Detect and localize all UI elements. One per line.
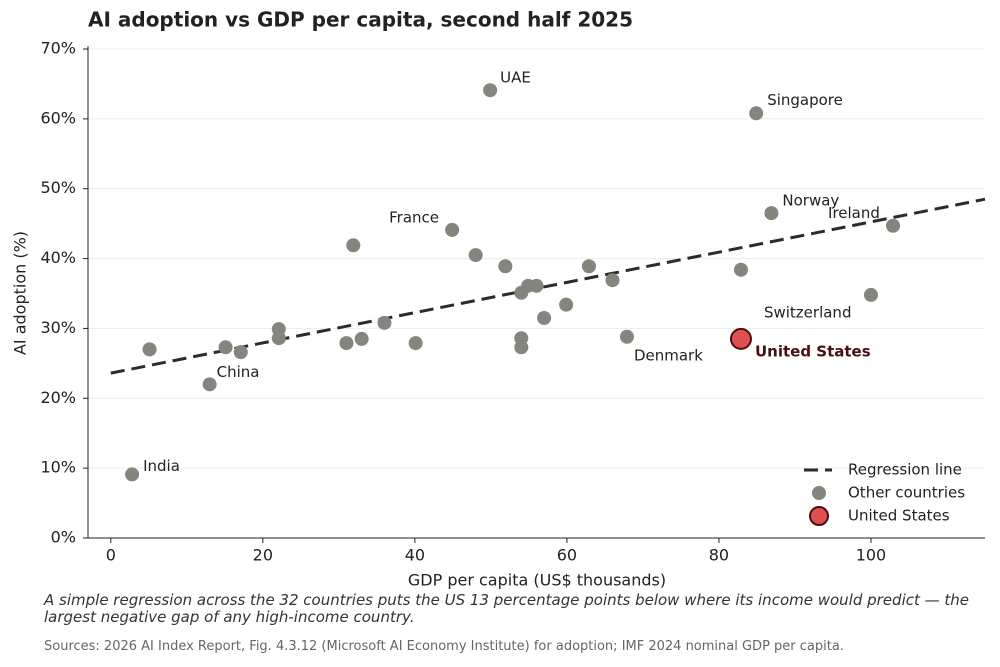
point xyxy=(483,83,498,98)
point-label: India xyxy=(143,457,180,475)
point xyxy=(271,331,286,346)
point xyxy=(377,315,392,330)
y-tick-label: 10% xyxy=(40,458,76,477)
x-tick-label: 40 xyxy=(405,546,425,565)
point xyxy=(498,259,513,274)
point-label: Singapore xyxy=(767,91,843,109)
point-label: Switzerland xyxy=(764,303,852,321)
legend-label: Other countries xyxy=(848,484,965,502)
y-tick-label: 70% xyxy=(40,39,76,58)
point xyxy=(354,331,369,346)
x-tick-label: 80 xyxy=(709,546,729,565)
point xyxy=(559,297,574,312)
point-label: China xyxy=(217,363,260,381)
point xyxy=(218,340,233,355)
point xyxy=(733,262,748,277)
y-tick-label: 60% xyxy=(40,108,76,127)
caption: A simple regression across the 32 countr… xyxy=(44,591,970,626)
point xyxy=(339,336,354,351)
point xyxy=(514,340,529,355)
point xyxy=(863,287,878,302)
point-label: UAE xyxy=(500,69,531,87)
point xyxy=(125,467,140,482)
point xyxy=(749,106,764,121)
point-label: Ireland xyxy=(828,204,880,222)
y-tick-label: 40% xyxy=(40,248,76,267)
y-tick-label: 30% xyxy=(40,318,76,337)
highlight-point xyxy=(729,327,752,350)
chart-title: AI adoption vs GDP per capita, second ha… xyxy=(88,8,633,32)
point xyxy=(408,336,423,351)
point-label: France xyxy=(389,208,439,226)
point xyxy=(202,377,217,392)
y-axis-label: AI adoption (%) xyxy=(11,231,30,355)
point xyxy=(529,278,544,293)
point xyxy=(468,248,483,263)
y-tick-label: 0% xyxy=(51,528,76,547)
source-note: Sources: 2026 AI Index Report, Fig. 4.3.… xyxy=(44,639,844,654)
y-tick-label: 50% xyxy=(40,178,76,197)
legend-swatch xyxy=(809,506,829,526)
point xyxy=(764,206,779,221)
x-tick-label: 20 xyxy=(253,546,273,565)
point xyxy=(886,218,901,233)
y-tick-label: 20% xyxy=(40,388,76,407)
point xyxy=(346,238,361,253)
x-tick-label: 0 xyxy=(106,546,116,565)
point-label: Norway xyxy=(782,192,839,210)
highlight-label: United States xyxy=(755,342,871,360)
x-axis-label: GDP per capita (US$ thousands) xyxy=(408,571,666,590)
point xyxy=(581,259,596,274)
legend-swatch xyxy=(812,486,826,500)
point xyxy=(605,273,620,288)
point-label: Denmark xyxy=(634,346,703,364)
point xyxy=(537,310,552,325)
point xyxy=(619,329,634,344)
x-tick-label: 100 xyxy=(856,546,887,565)
point xyxy=(445,222,460,237)
x-tick-label: 60 xyxy=(557,546,577,565)
regression-line xyxy=(110,197,986,375)
legend-label: United States xyxy=(848,507,950,525)
point xyxy=(142,342,157,357)
point xyxy=(233,345,248,360)
legend-label: Regression line xyxy=(848,461,962,479)
